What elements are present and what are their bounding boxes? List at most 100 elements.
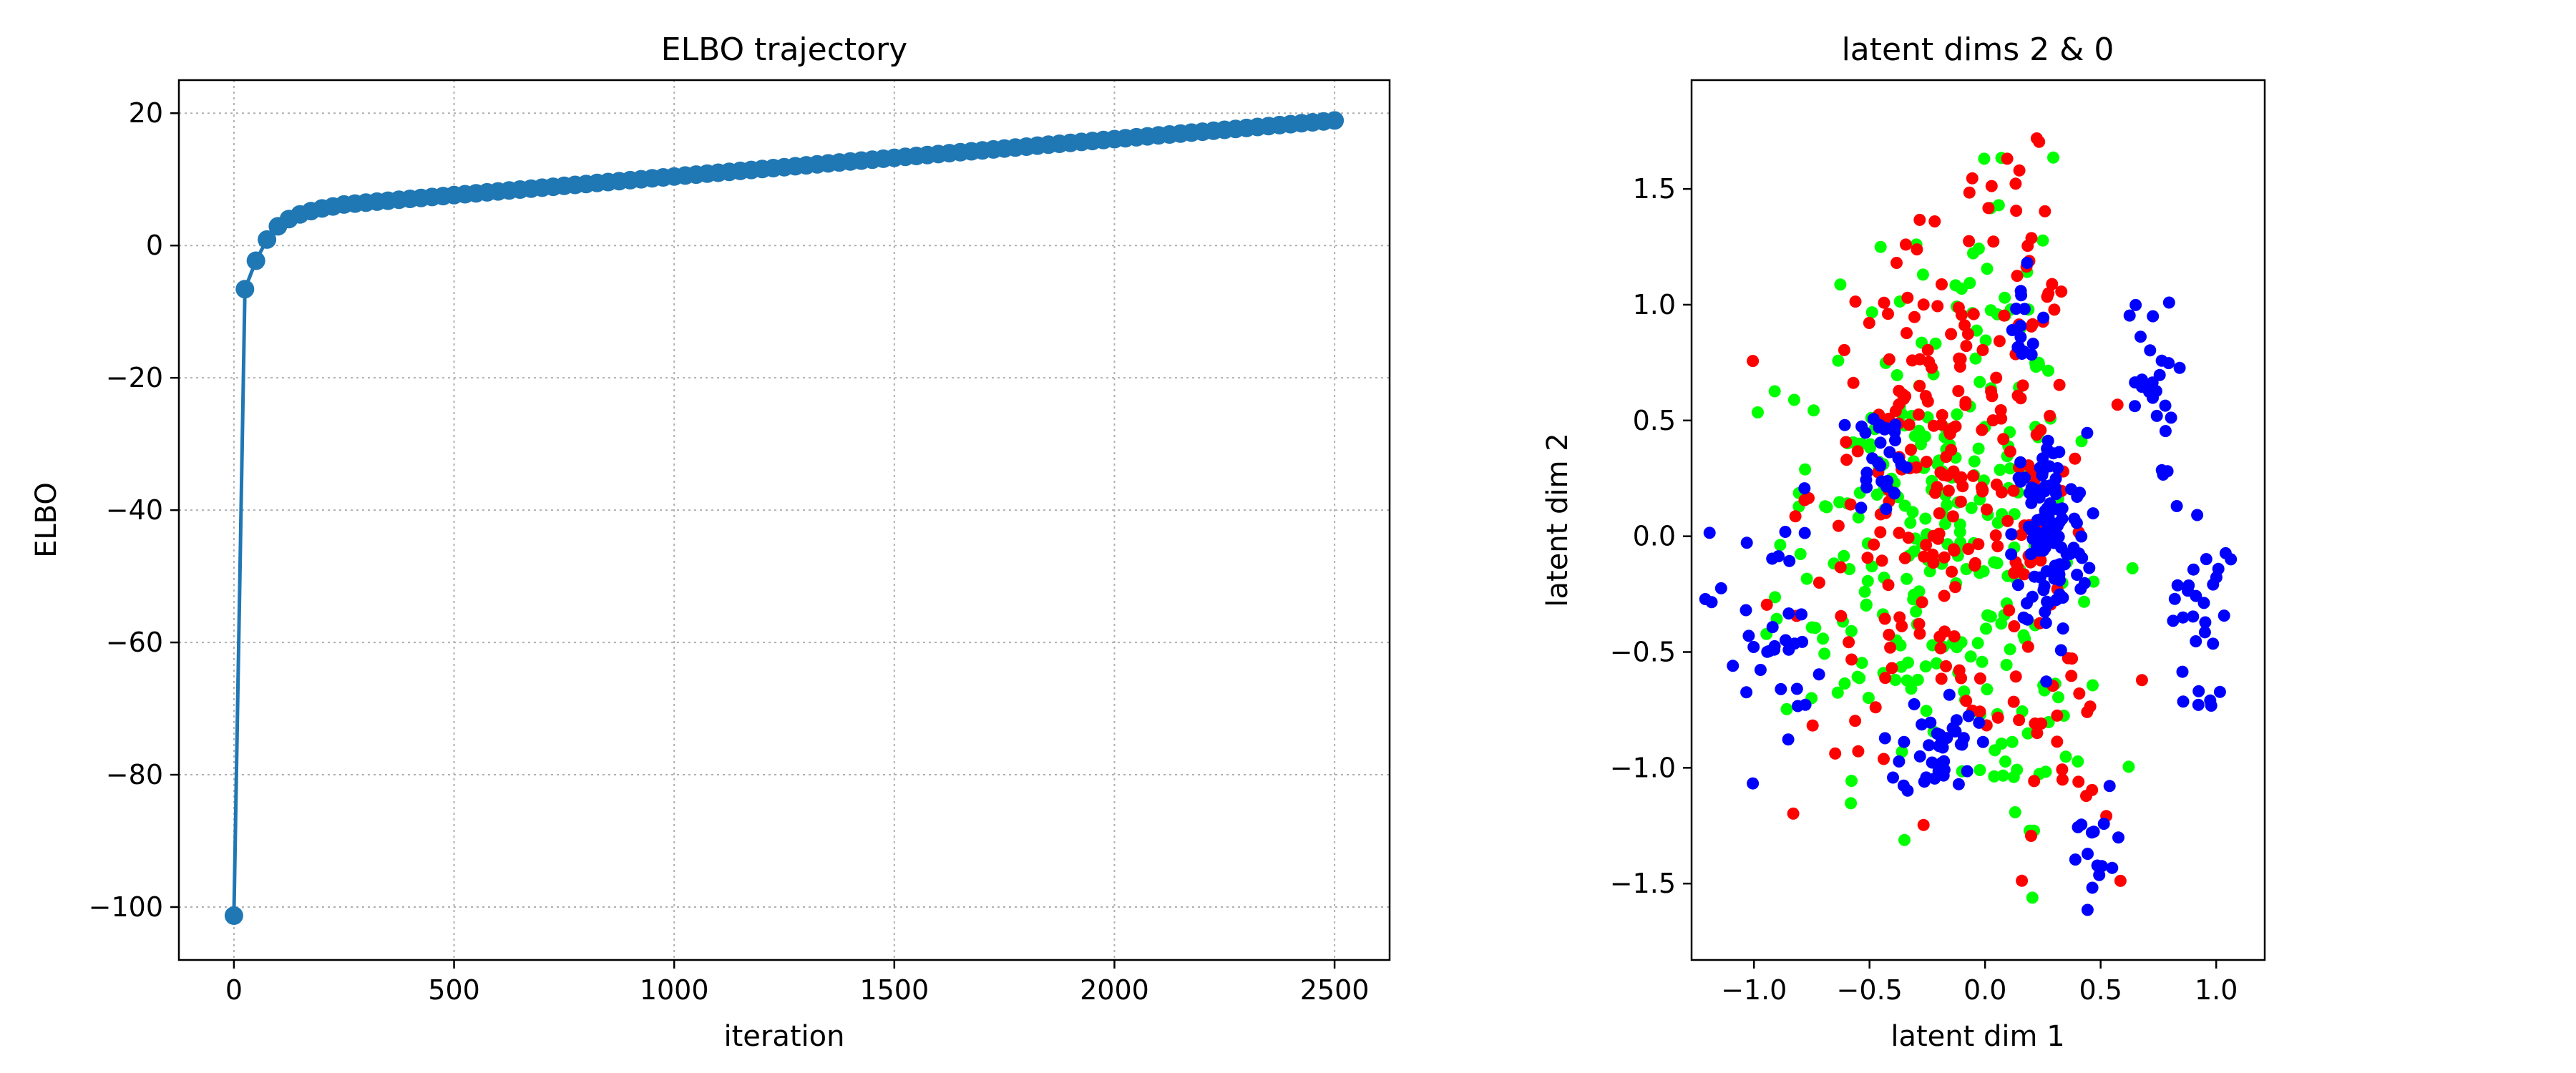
latent-point: [1789, 510, 1802, 523]
latent-point: [2204, 694, 2217, 707]
latent-point: [2031, 727, 2044, 740]
latent-point: [1926, 548, 1939, 561]
latent-xtick-label: 0.0: [1963, 974, 2006, 1006]
latent-point: [2051, 462, 2064, 474]
latent-point: [1794, 548, 1807, 560]
latent-point: [1919, 512, 1932, 525]
latent-point: [2001, 514, 2014, 527]
latent-point: [2021, 613, 2034, 626]
latent-point: [2025, 830, 2037, 842]
latent-point: [1714, 582, 1727, 594]
latent-point: [2097, 818, 2110, 831]
latent-point: [2052, 530, 2065, 543]
latent-point: [1938, 625, 1951, 638]
latent-xtick-label: −0.5: [1837, 974, 1903, 1006]
latent-point: [1971, 637, 1984, 650]
latent-point: [2182, 584, 2194, 597]
latent-point: [1990, 371, 2003, 384]
latent-point: [1896, 388, 1909, 401]
latent-point: [2207, 578, 2220, 591]
latent-point: [2005, 548, 2018, 561]
latent-point: [2167, 614, 2180, 627]
latent-point: [2051, 709, 2064, 722]
latent-point: [2039, 617, 2052, 629]
latent-point: [1882, 579, 1895, 592]
latent-point: [1894, 639, 1907, 652]
latent-point: [2041, 434, 2054, 447]
latent-ytick-label: 1.5: [1633, 173, 1676, 205]
latent-point: [1987, 235, 2000, 248]
latent-point: [1782, 733, 1795, 746]
latent-point: [1740, 686, 1753, 699]
latent-point: [1992, 199, 2005, 212]
latent-point: [1961, 765, 1974, 778]
latent-point: [1774, 539, 1787, 552]
latent-point: [1976, 735, 1989, 748]
latent-point: [1913, 380, 1926, 392]
elbo-point: [224, 906, 243, 925]
latent-point: [1938, 589, 1951, 602]
latent-point: [2086, 783, 2099, 796]
latent-point: [2159, 399, 2172, 412]
latent-point: [1974, 764, 1986, 776]
latent-point: [1905, 682, 1918, 695]
latent-point: [1994, 404, 2007, 416]
elbo-ytick-label: −60: [106, 627, 163, 658]
latent-point: [2168, 592, 2181, 605]
latent-point: [1798, 482, 1811, 495]
latent-point: [1809, 622, 1822, 635]
latent-point: [2048, 303, 2061, 316]
latent-point: [1868, 538, 1880, 551]
latent-point: [1896, 745, 1908, 758]
latent-point: [2073, 687, 2086, 700]
latent-point: [1998, 309, 2011, 322]
elbo-point: [235, 280, 255, 299]
latent-point: [1953, 664, 1966, 677]
latent-point: [1883, 446, 1896, 459]
latent-point: [1817, 632, 1830, 645]
latent-point: [1931, 727, 1943, 740]
latent-point: [1993, 335, 2006, 348]
latent-point: [2075, 530, 2088, 543]
latent-point: [2011, 763, 2024, 776]
latent-point: [1949, 725, 1962, 738]
latent-point: [1910, 605, 1923, 618]
latent-point: [2144, 344, 2157, 357]
latent-point: [1787, 807, 1800, 820]
latent-point: [1703, 526, 1716, 539]
latent-point: [1838, 418, 1851, 431]
latent-point: [1981, 609, 1994, 622]
latent-point: [1958, 319, 1971, 332]
elbo-xtick-label: 500: [428, 974, 480, 1006]
latent-point: [2033, 490, 2046, 503]
latent-point: [2135, 674, 2148, 687]
latent-point: [1780, 702, 1793, 715]
latent-point: [1938, 517, 1951, 530]
latent-point: [1960, 695, 1973, 707]
latent-point: [1976, 485, 1989, 498]
latent-point: [1864, 441, 1876, 454]
latent-point: [2085, 826, 2098, 839]
latent-point: [2161, 465, 2174, 478]
latent-point: [1920, 456, 1933, 469]
latent-point: [1959, 398, 1972, 411]
latent-point: [2212, 562, 2225, 575]
latent-point: [2082, 848, 2094, 861]
latent-point: [1838, 677, 1851, 690]
latent-point: [2018, 568, 2031, 581]
latent-point: [2207, 637, 2220, 650]
latent-point: [1818, 647, 1831, 660]
latent-point: [1960, 340, 1973, 353]
latent-point: [1893, 398, 1906, 411]
latent-point: [2225, 553, 2238, 566]
latent-point: [1949, 581, 1961, 594]
latent-point: [1976, 343, 1989, 356]
latent-point: [1913, 750, 1926, 763]
latent-point: [1933, 507, 1946, 520]
latent-point: [1908, 430, 1921, 442]
latent-point: [2176, 665, 2189, 678]
elbo-ytick-label: −40: [106, 494, 163, 526]
latent-point: [1831, 686, 1844, 699]
latent-point: [1889, 418, 1902, 431]
latent-point: [2072, 775, 2085, 788]
